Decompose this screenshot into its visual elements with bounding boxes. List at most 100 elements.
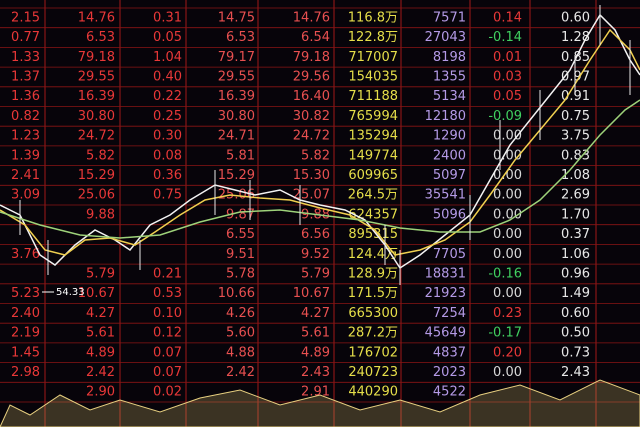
cell: 2.42 xyxy=(226,365,255,380)
cell: 609965 xyxy=(348,168,398,183)
cell: 45649 xyxy=(425,326,466,341)
cell: 7254 xyxy=(433,306,466,321)
cell: 29.55 xyxy=(78,69,115,84)
cell: 0.14 xyxy=(493,10,522,25)
cell: 0.03 xyxy=(493,69,522,84)
cell: 895315 xyxy=(348,227,398,242)
cell: 6.54 xyxy=(301,30,330,45)
cell: 116.8万 xyxy=(348,10,398,25)
cell: 440290 xyxy=(348,385,398,400)
cell: 0.75 xyxy=(561,109,590,124)
cell: 2.19 xyxy=(11,326,40,341)
cell: 30.82 xyxy=(293,109,330,124)
cell: 12180 xyxy=(425,109,466,124)
cell: 9.88 xyxy=(86,207,115,222)
cell: 14.75 xyxy=(218,10,255,25)
cell: 0.40 xyxy=(153,69,182,84)
cells: 2.15 14.76 0.31 14.75 14.76 116.8万 7571 0.14 0.6… xyxy=(11,10,590,399)
cell: 16.39 xyxy=(78,89,115,104)
cell: 24.72 xyxy=(293,129,330,144)
cell: 0.07 xyxy=(153,345,182,360)
cell: 4.26 xyxy=(226,306,255,321)
cell: 29.56 xyxy=(293,69,330,84)
cell: 5.60 xyxy=(226,326,255,341)
cell: 1.37 xyxy=(11,69,40,84)
cell: 14.76 xyxy=(293,10,330,25)
cell: 0.00 xyxy=(493,227,522,242)
cell: 21923 xyxy=(425,286,466,301)
cell: 3.76 xyxy=(11,247,40,262)
cell: 0.85 xyxy=(561,50,590,65)
cell: 10.66 xyxy=(218,286,255,301)
cell: 2.15 xyxy=(11,10,40,25)
cell: 6.55 xyxy=(226,227,255,242)
cell: 5134 xyxy=(433,89,466,104)
cell: 24.71 xyxy=(218,129,255,144)
cell: 0.36 xyxy=(153,168,182,183)
cell: 0.12 xyxy=(153,326,182,341)
cell: 0.05 xyxy=(153,30,182,45)
cell: 0.20 xyxy=(493,345,522,360)
cell: 16.39 xyxy=(218,89,255,104)
cell: 25.07 xyxy=(293,188,330,203)
cell: 1.39 xyxy=(11,148,40,163)
cell: 287.2万 xyxy=(348,326,398,341)
cell: 154035 xyxy=(348,69,398,84)
cell: 30.80 xyxy=(78,109,115,124)
cell: 0.83 xyxy=(561,148,590,163)
cell: 0.53 xyxy=(153,286,182,301)
cell: 15.29 xyxy=(78,168,115,183)
cell: 0.21 xyxy=(153,266,182,281)
cell: 0.50 xyxy=(561,326,590,341)
cell: 30.80 xyxy=(218,109,255,124)
cell: 0.23 xyxy=(493,306,522,321)
cell: -0.14 xyxy=(488,30,522,45)
cell: 7705 xyxy=(433,247,466,262)
cell: 0.73 xyxy=(561,345,590,360)
cell: 0.60 xyxy=(561,10,590,25)
cell: 135294 xyxy=(348,129,398,144)
chart-overlay xyxy=(0,5,640,427)
cell: 0.22 xyxy=(153,89,182,104)
cell: 240723 xyxy=(348,365,398,380)
cell: 264.5万 xyxy=(348,188,398,203)
cell: 4.89 xyxy=(86,345,115,360)
cell: 0.30 xyxy=(153,129,182,144)
cell: 15.30 xyxy=(293,168,330,183)
price-annotation: 54.33 xyxy=(56,287,85,298)
cell: 0.01 xyxy=(493,50,522,65)
cell: 5097 xyxy=(433,168,466,183)
cell: 0.31 xyxy=(153,10,182,25)
cell: 1290 xyxy=(433,129,466,144)
cell: -0.09 xyxy=(488,109,522,124)
cell: 1.45 xyxy=(11,345,40,360)
cell: 0.08 xyxy=(153,148,182,163)
cell: 6.53 xyxy=(86,30,115,45)
cell: 4.27 xyxy=(301,306,330,321)
cell: 5.23 xyxy=(11,286,40,301)
cell: 0.60 xyxy=(561,306,590,321)
cell: 0.07 xyxy=(153,365,182,380)
cell: 5.81 xyxy=(226,148,255,163)
cell: 16.40 xyxy=(293,89,330,104)
cell: 2.90 xyxy=(86,385,115,400)
cell: 711188 xyxy=(348,89,398,104)
cell: 1.70 xyxy=(561,207,590,222)
cell: 176702 xyxy=(348,345,398,360)
cell: 0.37 xyxy=(561,227,590,242)
cell: 2.98 xyxy=(11,365,40,380)
cell: 0.00 xyxy=(493,365,522,380)
cell: 2.69 xyxy=(561,188,590,203)
cell: 10.67 xyxy=(293,286,330,301)
cell: 4522 xyxy=(433,385,466,400)
cell: 0.00 xyxy=(493,168,522,183)
cell: 5.78 xyxy=(226,266,255,281)
cell: 5.79 xyxy=(301,266,330,281)
cell: 1.36 xyxy=(11,89,40,104)
cell: 6.56 xyxy=(301,227,330,242)
cell: 1.04 xyxy=(153,50,182,65)
cell: 0.91 xyxy=(561,89,590,104)
cell: 15.29 xyxy=(218,168,255,183)
cell: 1.33 xyxy=(11,50,40,65)
cell: 10.67 xyxy=(78,286,115,301)
